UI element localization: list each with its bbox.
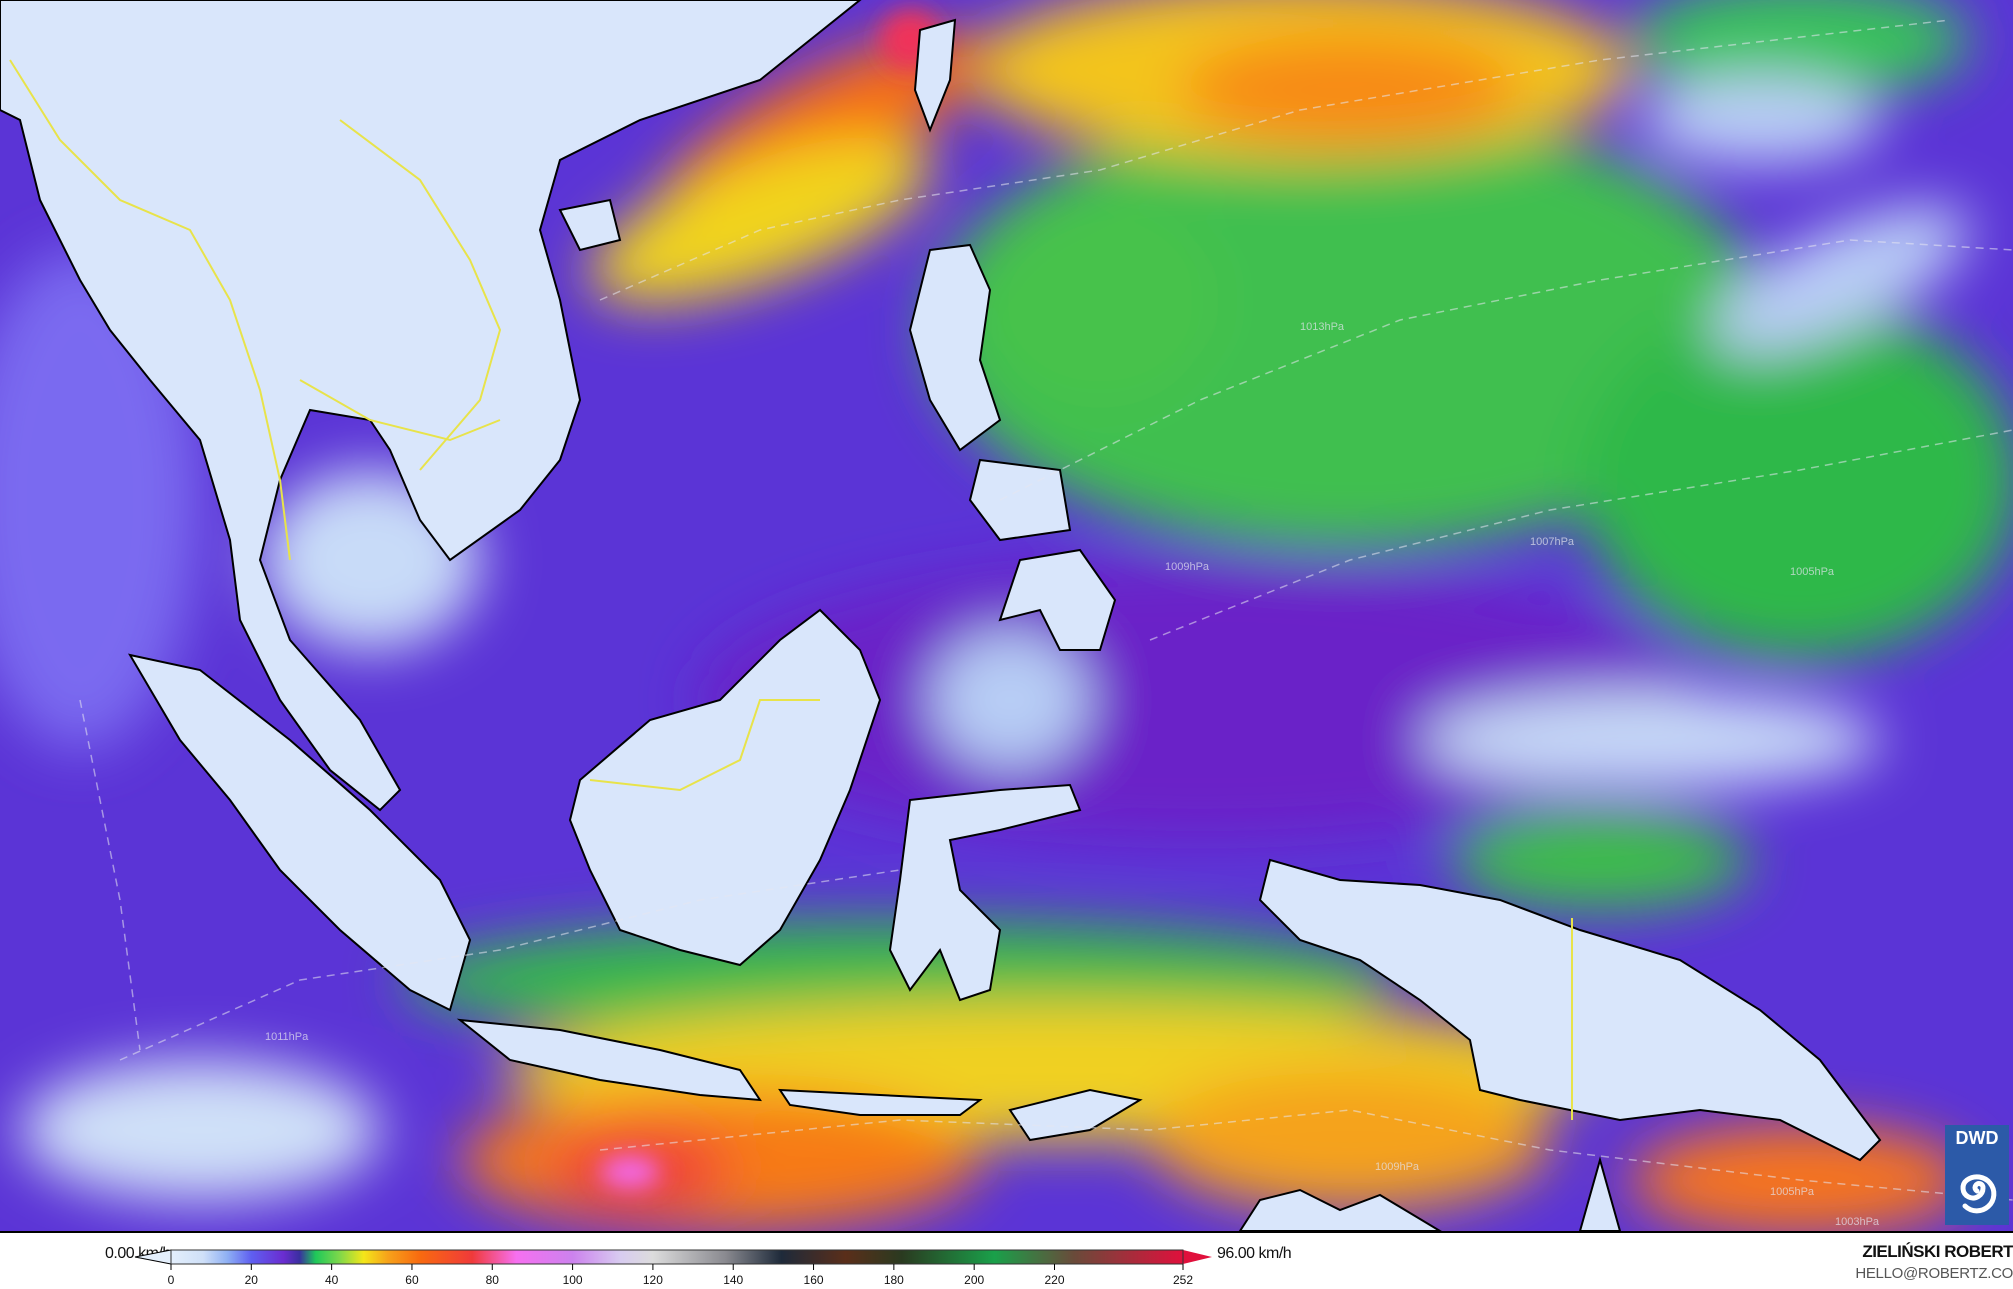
wind-speed-map: 1013hPa 1009hPa 1007hPa 1005hPa 1011hPa … — [0, 0, 2013, 1231]
land-sumatra — [127, 653, 472, 1012]
wind-field — [0, 0, 2013, 1231]
isobar-label: 1009hPa — [1165, 561, 1210, 573]
author-name: ZIELIŃSKI ROBERT — [1862, 1242, 2013, 1261]
wind-blob-orange-south-east — [1630, 1125, 1970, 1231]
isobar-label: 1003hPa — [1835, 1216, 1880, 1228]
land-timor — [1008, 1088, 1143, 1142]
country-borders — [9, 59, 1573, 1120]
colorbar-tick-label: 120 — [643, 1273, 663, 1287]
land-java — [456, 1018, 762, 1102]
wind-blob-green-east — [1580, 300, 2013, 660]
wind-blob-purple-dark — [700, 560, 1700, 840]
colorbar-tick-label: 220 — [1044, 1273, 1064, 1287]
isobar-line — [79, 699, 141, 1051]
isobar-label: 1009hPa — [1375, 1161, 1420, 1173]
legend-max-label: 96.00 km/h — [1217, 1245, 1292, 1262]
land-new-guinea — [1258, 858, 1882, 1162]
isobar-line — [599, 1109, 2013, 1201]
colorbar-tick-label: 0 — [168, 1273, 175, 1287]
colorbar-tick-label: 180 — [884, 1273, 904, 1287]
colorbar-tick-label: 200 — [964, 1273, 984, 1287]
land-indochina — [0, 0, 862, 812]
isobar-labels: 1013hPa 1009hPa 1007hPa 1005hPa 1011hPa … — [265, 321, 1880, 1228]
border-malaysia-borneo — [589, 699, 820, 792]
land-taiwan — [913, 18, 957, 133]
colorbar-tick-label: 20 — [245, 1273, 259, 1287]
border-myanmar-thailand — [9, 59, 291, 561]
wind-blob-lightblue-ne1 — [1640, 75, 1880, 165]
land-australia-north — [1238, 1188, 1442, 1231]
isobar-label: 1007hPa — [1530, 536, 1575, 548]
isobar-label: 1013hPa — [1300, 321, 1345, 333]
wind-blob-lightblue-indian — [20, 1060, 380, 1200]
land-borneo — [568, 608, 882, 967]
colorbar-min-arrow — [134, 1249, 172, 1265]
wind-blob-green-arafura — [1450, 810, 1750, 910]
spiral-icon — [1960, 1174, 1997, 1214]
colorbar-tick-label: 140 — [723, 1273, 743, 1287]
wind-blob-green-luzon — [980, 190, 1220, 410]
dwd-logo: DWD — [1945, 1125, 2009, 1225]
land-luzon — [908, 243, 1002, 452]
colorbar-tick-label: 40 — [325, 1273, 339, 1287]
isobar-label: 1011hPa — [265, 1031, 309, 1043]
wind-blob-orange-south-central — [1150, 1070, 1550, 1210]
isobar-label: 1005hPa — [1770, 1186, 1815, 1198]
isobar-label: 1005hPa — [1790, 566, 1835, 578]
dwd-logo-text: DWD — [1955, 1128, 1999, 1148]
isobar-line — [599, 19, 1951, 301]
land-masses — [0, 0, 1882, 1231]
wind-blob-lightblue-pacific — [1420, 690, 1880, 790]
colorbar: 0 20 40 60 80 100 120 140 160 180 200 220 252 — [134, 1249, 1212, 1287]
colorbar-tick-label: 252 — [1173, 1273, 1193, 1287]
wind-blob-green-ne — [1630, 0, 1970, 100]
land-mindanao — [998, 548, 1117, 651]
land-visayas — [968, 458, 1072, 542]
colorbar-tick-label: 60 — [405, 1273, 419, 1287]
isobars — [79, 19, 2013, 1201]
legend-footer: 0.00 km/h 0 20 40 60 80 100 120 140 160 180 200 220… — [0, 1231, 2013, 1287]
isobar-line — [119, 869, 901, 1061]
colorbar-tick-label: 160 — [804, 1273, 824, 1287]
author-email: HELLO@ROBERTZ.CO — [1855, 1265, 2013, 1282]
land-lesser-sunda — [778, 1088, 983, 1116]
border-thailand-cambodia — [299, 379, 501, 442]
isobar-line — [1149, 429, 2013, 641]
wind-blob-lightblue-ne2 — [1711, 205, 1969, 355]
colorbar-gradient — [170, 1249, 1184, 1265]
border-laos-vietnam — [339, 119, 502, 471]
land-hainan — [558, 198, 622, 252]
land-sulawesi — [888, 783, 1082, 1002]
wind-blob-orange-north — [1180, 35, 1520, 145]
wind-blob-lightblue-celebes — [930, 630, 1090, 770]
colorbar-tick-label: 100 — [563, 1273, 583, 1287]
wind-blob-pink-peak — [600, 1156, 660, 1188]
isobar-line — [999, 239, 2013, 501]
colorbar-tick-label: 80 — [486, 1273, 500, 1287]
land-cape-york — [1578, 1156, 1622, 1231]
colorbar-max-arrow — [1183, 1250, 1212, 1264]
wind-blob-yellow-scs — [589, 136, 931, 304]
